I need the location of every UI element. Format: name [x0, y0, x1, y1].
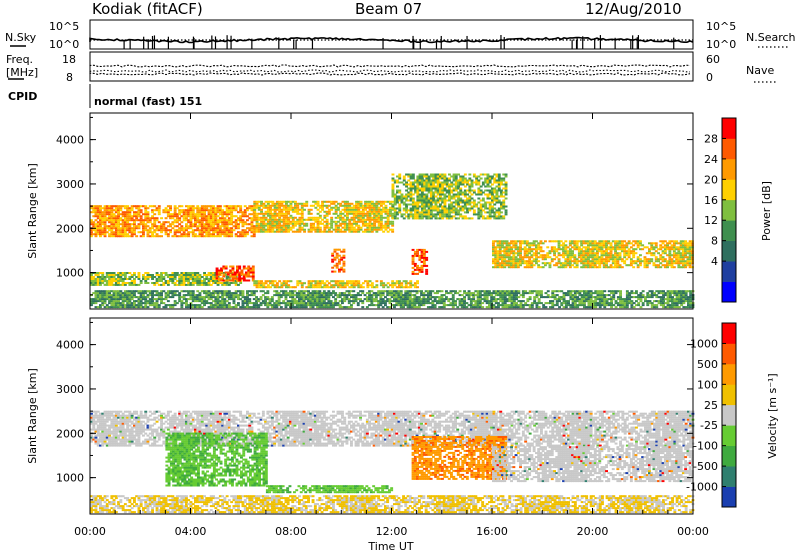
colorbar-swatch-3	[722, 446, 736, 467]
y-tick-1000: 1000	[56, 267, 84, 280]
colorbar-tick-4: 16	[704, 194, 718, 207]
colorbar-tick-4: 25	[704, 399, 718, 412]
power-ylabel: Slant Range [km]	[26, 163, 39, 259]
colorbar-tick-1: 1000	[690, 337, 718, 350]
power-heatmap	[90, 174, 694, 309]
colorbar-swatch-7	[722, 364, 736, 385]
scatter-region-5	[492, 446, 694, 482]
colorbar-swatch-2	[722, 261, 736, 282]
colorbar-swatch-8	[722, 138, 736, 159]
scatter-region-4	[492, 240, 694, 268]
freq-label-2: [MHz]	[6, 66, 38, 79]
freq-tick-bottom: 8	[66, 71, 73, 84]
y-tick-2000: 2000	[56, 427, 84, 440]
freq-label-1: Freq.	[6, 53, 33, 66]
scatter-region-1	[90, 411, 694, 447]
colorbar-tick-3: 100	[697, 378, 718, 391]
beam-title: Beam 07	[355, 0, 422, 18]
colorbar-tick-6: 8	[711, 235, 718, 248]
scatter-region-3	[392, 174, 508, 220]
time-xlabel: Time UT	[367, 540, 413, 553]
velocity-ylabel: Slant Range [km]	[26, 368, 39, 464]
velocity-heatmap	[90, 411, 694, 513]
x-tick-4: 16:00	[476, 525, 508, 538]
freq-tick-top: 18	[62, 53, 76, 66]
x-tick-1: 04:00	[175, 525, 207, 538]
nave-tick-top: 60	[706, 53, 720, 66]
nsky-label: N.Sky	[5, 31, 37, 44]
noise-traces	[90, 35, 693, 49]
nave-label: Nave	[746, 64, 774, 77]
colorbar-tick-7: 4	[711, 255, 718, 268]
scatter-region-3	[266, 485, 393, 493]
nave-tick-bottom: 0	[706, 71, 713, 84]
power-colorbar: 28 24 20 16 12 8 4	[704, 118, 736, 302]
x-tick-6: 00:00	[677, 525, 709, 538]
colorbar-tick-7: -500	[693, 460, 718, 473]
colorbar-swatch-9	[722, 118, 736, 139]
colorbar-tick-1: 28	[704, 132, 718, 145]
x-tick-5: 20:00	[577, 525, 609, 538]
colorbar-tick-8: -1000	[686, 481, 718, 494]
scatter-region-9	[331, 249, 345, 273]
cpid-label: CPID	[8, 90, 37, 103]
colorbar-tick-5: 12	[704, 214, 718, 227]
noise-tick-bottom-right: 10^0	[706, 38, 736, 51]
nsearch-label: N.Search	[746, 31, 796, 44]
colorbar-tick-6: -100	[693, 440, 718, 453]
x-tick-0: 00:00	[74, 525, 106, 538]
colorbar-tick-2: 500	[697, 358, 718, 371]
colorbar-tick-5: -25	[700, 419, 718, 432]
y-tick-1000: 1000	[56, 472, 84, 485]
colorbar-swatch-9	[722, 323, 736, 344]
scatter-region-10	[412, 249, 429, 275]
colorbar-swatch-5	[722, 405, 736, 426]
noise-panel	[90, 20, 693, 49]
colorbar-swatch-3	[722, 241, 736, 262]
scatter-region-6	[90, 495, 694, 513]
x-tick-3: 12:00	[376, 525, 408, 538]
power-colorbar-label: Power [dB]	[760, 181, 773, 241]
scatter-region-8	[90, 290, 694, 308]
y-tick-3000: 3000	[56, 383, 84, 396]
colorbar-swatch-5	[722, 200, 736, 221]
date-title: 12/Aug/2010	[585, 0, 682, 18]
y-tick-2000: 2000	[56, 222, 84, 235]
colorbar-tick-2: 24	[704, 153, 718, 166]
scatter-region-6	[216, 266, 255, 282]
y-tick-3000: 3000	[56, 178, 84, 191]
scatter-region-7	[253, 280, 419, 288]
colorbar-swatch-6	[722, 384, 736, 405]
cpid-value: normal (fast) 151	[94, 95, 202, 108]
noise-tick-bottom-left: 10^0	[49, 38, 79, 51]
colorbar-swatch-1	[722, 282, 736, 303]
colorbar-swatch-7	[722, 159, 736, 180]
colorbar-swatch-6	[722, 179, 736, 200]
velocity-colorbar-label: Velocity [m s⁻¹]	[766, 373, 779, 458]
station-title: Kodiak (fitACF)	[92, 0, 203, 18]
scatter-region-1	[90, 205, 256, 237]
scatter-region-2	[253, 201, 394, 233]
y-tick-4000: 4000	[56, 134, 84, 147]
x-tick-2: 08:00	[275, 525, 307, 538]
y-tick-4000: 4000	[56, 339, 84, 352]
colorbar-swatch-4	[722, 425, 736, 446]
colorbar-swatch-4	[722, 220, 736, 241]
noise-tick-top-left: 10^5	[49, 20, 79, 33]
freq-traces	[90, 65, 690, 75]
colorbar-swatch-2	[722, 466, 736, 487]
noise-tick-top-right: 10^5	[706, 20, 736, 33]
colorbar-swatch-8	[722, 343, 736, 364]
colorbar-tick-3: 20	[704, 173, 718, 186]
colorbar-swatch-1	[722, 487, 736, 508]
